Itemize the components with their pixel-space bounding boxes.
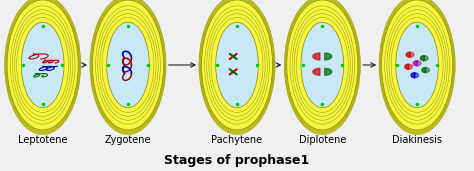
Ellipse shape: [199, 0, 274, 134]
Ellipse shape: [201, 0, 273, 131]
Ellipse shape: [21, 22, 64, 108]
Text: Diplotene: Diplotene: [299, 135, 346, 145]
Ellipse shape: [6, 0, 79, 131]
Ellipse shape: [285, 0, 359, 132]
Polygon shape: [417, 61, 421, 66]
Ellipse shape: [107, 22, 149, 108]
Ellipse shape: [7, 0, 79, 131]
Ellipse shape: [286, 0, 359, 131]
Text: Zygotene: Zygotene: [105, 135, 151, 145]
Ellipse shape: [379, 0, 455, 134]
Polygon shape: [325, 53, 332, 60]
Ellipse shape: [380, 0, 454, 132]
Ellipse shape: [92, 0, 164, 131]
Ellipse shape: [200, 0, 274, 132]
Ellipse shape: [5, 0, 80, 133]
Ellipse shape: [287, 0, 358, 130]
Polygon shape: [409, 64, 412, 69]
Ellipse shape: [90, 0, 166, 135]
Ellipse shape: [200, 0, 274, 133]
Polygon shape: [410, 52, 414, 57]
Ellipse shape: [380, 0, 455, 133]
Ellipse shape: [90, 0, 166, 134]
Text: Stages of prophase1: Stages of prophase1: [164, 154, 310, 167]
Polygon shape: [313, 68, 320, 75]
Ellipse shape: [91, 0, 165, 132]
Ellipse shape: [199, 0, 275, 135]
Text: Diakinesis: Diakinesis: [392, 135, 442, 145]
Ellipse shape: [286, 0, 358, 131]
Ellipse shape: [379, 0, 455, 135]
Ellipse shape: [381, 0, 454, 131]
Polygon shape: [426, 68, 429, 73]
Polygon shape: [413, 61, 417, 66]
Polygon shape: [325, 68, 332, 75]
Ellipse shape: [5, 0, 81, 134]
Ellipse shape: [216, 22, 258, 108]
Polygon shape: [313, 53, 320, 60]
Ellipse shape: [381, 0, 453, 131]
Ellipse shape: [6, 0, 80, 132]
Polygon shape: [415, 73, 419, 78]
Polygon shape: [422, 68, 426, 73]
Ellipse shape: [5, 0, 81, 135]
Polygon shape: [420, 56, 424, 61]
Polygon shape: [406, 52, 410, 57]
Text: Pachytene: Pachytene: [211, 135, 263, 145]
Ellipse shape: [201, 0, 273, 131]
Ellipse shape: [201, 0, 273, 130]
Ellipse shape: [382, 0, 453, 130]
Ellipse shape: [91, 0, 165, 133]
Ellipse shape: [284, 0, 360, 135]
Polygon shape: [405, 64, 409, 69]
Ellipse shape: [92, 0, 164, 130]
Ellipse shape: [301, 22, 344, 108]
Ellipse shape: [396, 22, 438, 108]
Text: Leptotene: Leptotene: [18, 135, 67, 145]
Polygon shape: [424, 56, 428, 61]
Ellipse shape: [7, 0, 78, 130]
Polygon shape: [411, 73, 415, 78]
Ellipse shape: [285, 0, 360, 133]
Ellipse shape: [91, 0, 164, 131]
Ellipse shape: [284, 0, 360, 134]
